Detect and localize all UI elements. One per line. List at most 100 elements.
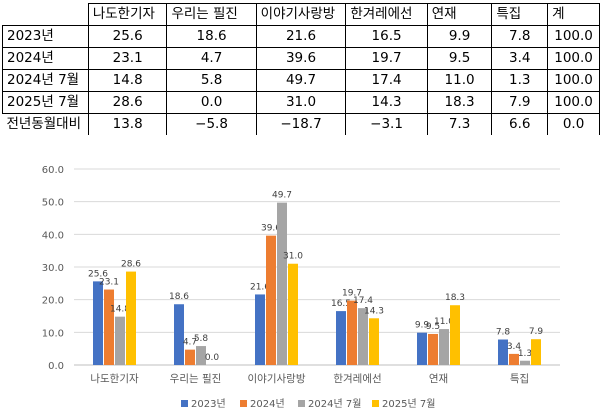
bar — [520, 360, 530, 365]
table-cell: 0.0 — [166, 91, 257, 114]
data-label: 7.8 — [496, 328, 511, 338]
bar — [93, 281, 103, 365]
bar — [509, 353, 519, 365]
table-cell: 13.8 — [87, 113, 168, 135]
bar — [196, 346, 206, 365]
table-cell: 7.3 — [426, 113, 493, 135]
data-table: 나도한기자 우리는 필진 이야기사랑방 한겨레에선 연재 특집 계 2023년 25.6 18.6… — [2, 3, 600, 135]
data-label: 9.5 — [426, 322, 440, 332]
y-tick-label: 50.0 — [42, 198, 64, 209]
table-column-header: 특집 — [491, 3, 549, 26]
table-row: 2024년 7월 14.8 5.8 49.7 17.4 11.0 1.3 100.0 — [2, 69, 600, 92]
data-label: 1.3 — [518, 349, 532, 359]
table-cell: 0.0 — [547, 113, 600, 135]
table-cell: 11.0 — [426, 69, 493, 92]
table-row: 2023년 25.6 18.6 21.6 16.5 9.9 7.8 100.0 — [2, 25, 600, 48]
table-cell: 100.0 — [547, 25, 600, 48]
table-row: 2024년 23.1 4.7 39.6 19.7 9.5 3.4 100.0 — [2, 47, 600, 70]
y-tick-label: 10.0 — [42, 328, 64, 339]
legend-swatch — [240, 400, 247, 407]
table-row-label: 전년동월대비 — [2, 113, 89, 135]
bar — [417, 332, 427, 365]
table-corner-cell — [2, 3, 89, 26]
x-category-label: 특집 — [510, 373, 529, 385]
x-category-label: 나도한기자 — [90, 373, 139, 385]
bar — [498, 339, 508, 365]
bar — [255, 294, 265, 365]
table-cell: −5.8 — [166, 113, 257, 135]
table-column-header: 한겨레에선 — [345, 3, 428, 26]
legend-label: 2024년 — [250, 398, 285, 410]
data-label: 23.1 — [99, 278, 119, 288]
data-label: 16.5 — [331, 299, 351, 309]
table-cell: 31.0 — [255, 91, 347, 114]
table-column-header: 이야기사랑방 — [255, 3, 347, 26]
table-cell: 9.5 — [426, 47, 493, 70]
table-cell: 6.6 — [491, 113, 549, 135]
table-cell: 4.7 — [166, 47, 257, 70]
table-cell: −3.1 — [345, 113, 428, 135]
data-label: 14.3 — [364, 306, 384, 316]
table-cell: 3.4 — [491, 47, 549, 70]
bar — [185, 349, 195, 365]
table-column-header: 우리는 필진 — [166, 3, 257, 26]
table-cell: 21.6 — [255, 25, 347, 48]
table-cell: 18.3 — [426, 91, 493, 114]
table-cell: 5.8 — [166, 69, 257, 92]
bar — [439, 329, 449, 365]
table-row-label: 2023년 — [2, 25, 89, 48]
y-tick-label: 40.0 — [42, 230, 64, 241]
data-label: 5.8 — [194, 334, 209, 344]
y-tick-label: 60.0 — [42, 165, 64, 176]
data-label: 17.4 — [353, 296, 373, 306]
legend-label: 2023년 — [191, 398, 226, 410]
table-cell: 100.0 — [547, 91, 600, 114]
bar — [531, 339, 541, 365]
bar — [369, 318, 379, 365]
bar — [266, 235, 276, 365]
bar — [126, 271, 136, 365]
data-label: 28.6 — [121, 260, 141, 270]
bar — [288, 263, 298, 365]
x-category-label: 우리는 필진 — [170, 373, 222, 385]
y-tick-label: 0.0 — [48, 361, 64, 372]
x-category-label: 연재 — [429, 373, 448, 385]
legend-label: 2024년 7월 — [308, 398, 361, 410]
bar — [336, 311, 346, 365]
table-row-label: 2025년 7월 — [2, 91, 89, 114]
bar — [104, 289, 114, 365]
table-cell: 16.5 — [345, 25, 428, 48]
table-cell: 100.0 — [547, 69, 600, 92]
table-row-label: 2024년 — [2, 47, 89, 70]
table-cell: 9.9 — [426, 25, 493, 48]
y-tick-label: 20.0 — [42, 296, 64, 307]
table-header-row: 나도한기자 우리는 필진 이야기사랑방 한겨레에선 연재 특집 계 — [2, 3, 600, 26]
data-label: 7.9 — [529, 327, 544, 337]
table-cell: 100.0 — [547, 47, 600, 70]
data-label: 25.6 — [88, 269, 108, 279]
table-row: 전년동월대비 13.8 −5.8 −18.7 −3.1 7.3 6.6 0.0 — [2, 113, 600, 135]
table-cell: 49.7 — [255, 69, 347, 92]
data-label: 39.6 — [261, 224, 281, 234]
legend-swatch — [372, 400, 379, 407]
table-cell: 28.6 — [87, 91, 168, 114]
table-cell: 7.8 — [491, 25, 549, 48]
data-label: 18.6 — [169, 292, 189, 302]
data-label: 21.6 — [250, 282, 270, 292]
bar — [174, 304, 184, 365]
data-label: 18.3 — [445, 293, 465, 303]
table-cell: 25.6 — [87, 25, 168, 48]
legend-label: 2025년 7월 — [382, 398, 435, 410]
y-tick-label: 30.0 — [42, 263, 64, 274]
table-cell: 19.7 — [345, 47, 428, 70]
data-label: 3.4 — [507, 342, 522, 352]
table-row: 2025년 7월 28.6 0.0 31.0 14.3 18.3 7.9 100.0 — [2, 91, 600, 114]
data-label: 19.7 — [342, 289, 362, 299]
legend-swatch — [181, 400, 188, 407]
table-cell: 7.9 — [491, 91, 549, 114]
data-label: 14.8 — [110, 305, 130, 315]
table-cell: 14.8 — [87, 69, 168, 92]
x-category-label: 이야기사랑방 — [248, 372, 306, 385]
bar — [347, 300, 357, 365]
bar-chart: 0.0 10.0 20.0 30.0 40.0 50.0 60.0 25.623.1 14.8 2… — [42, 165, 560, 410]
